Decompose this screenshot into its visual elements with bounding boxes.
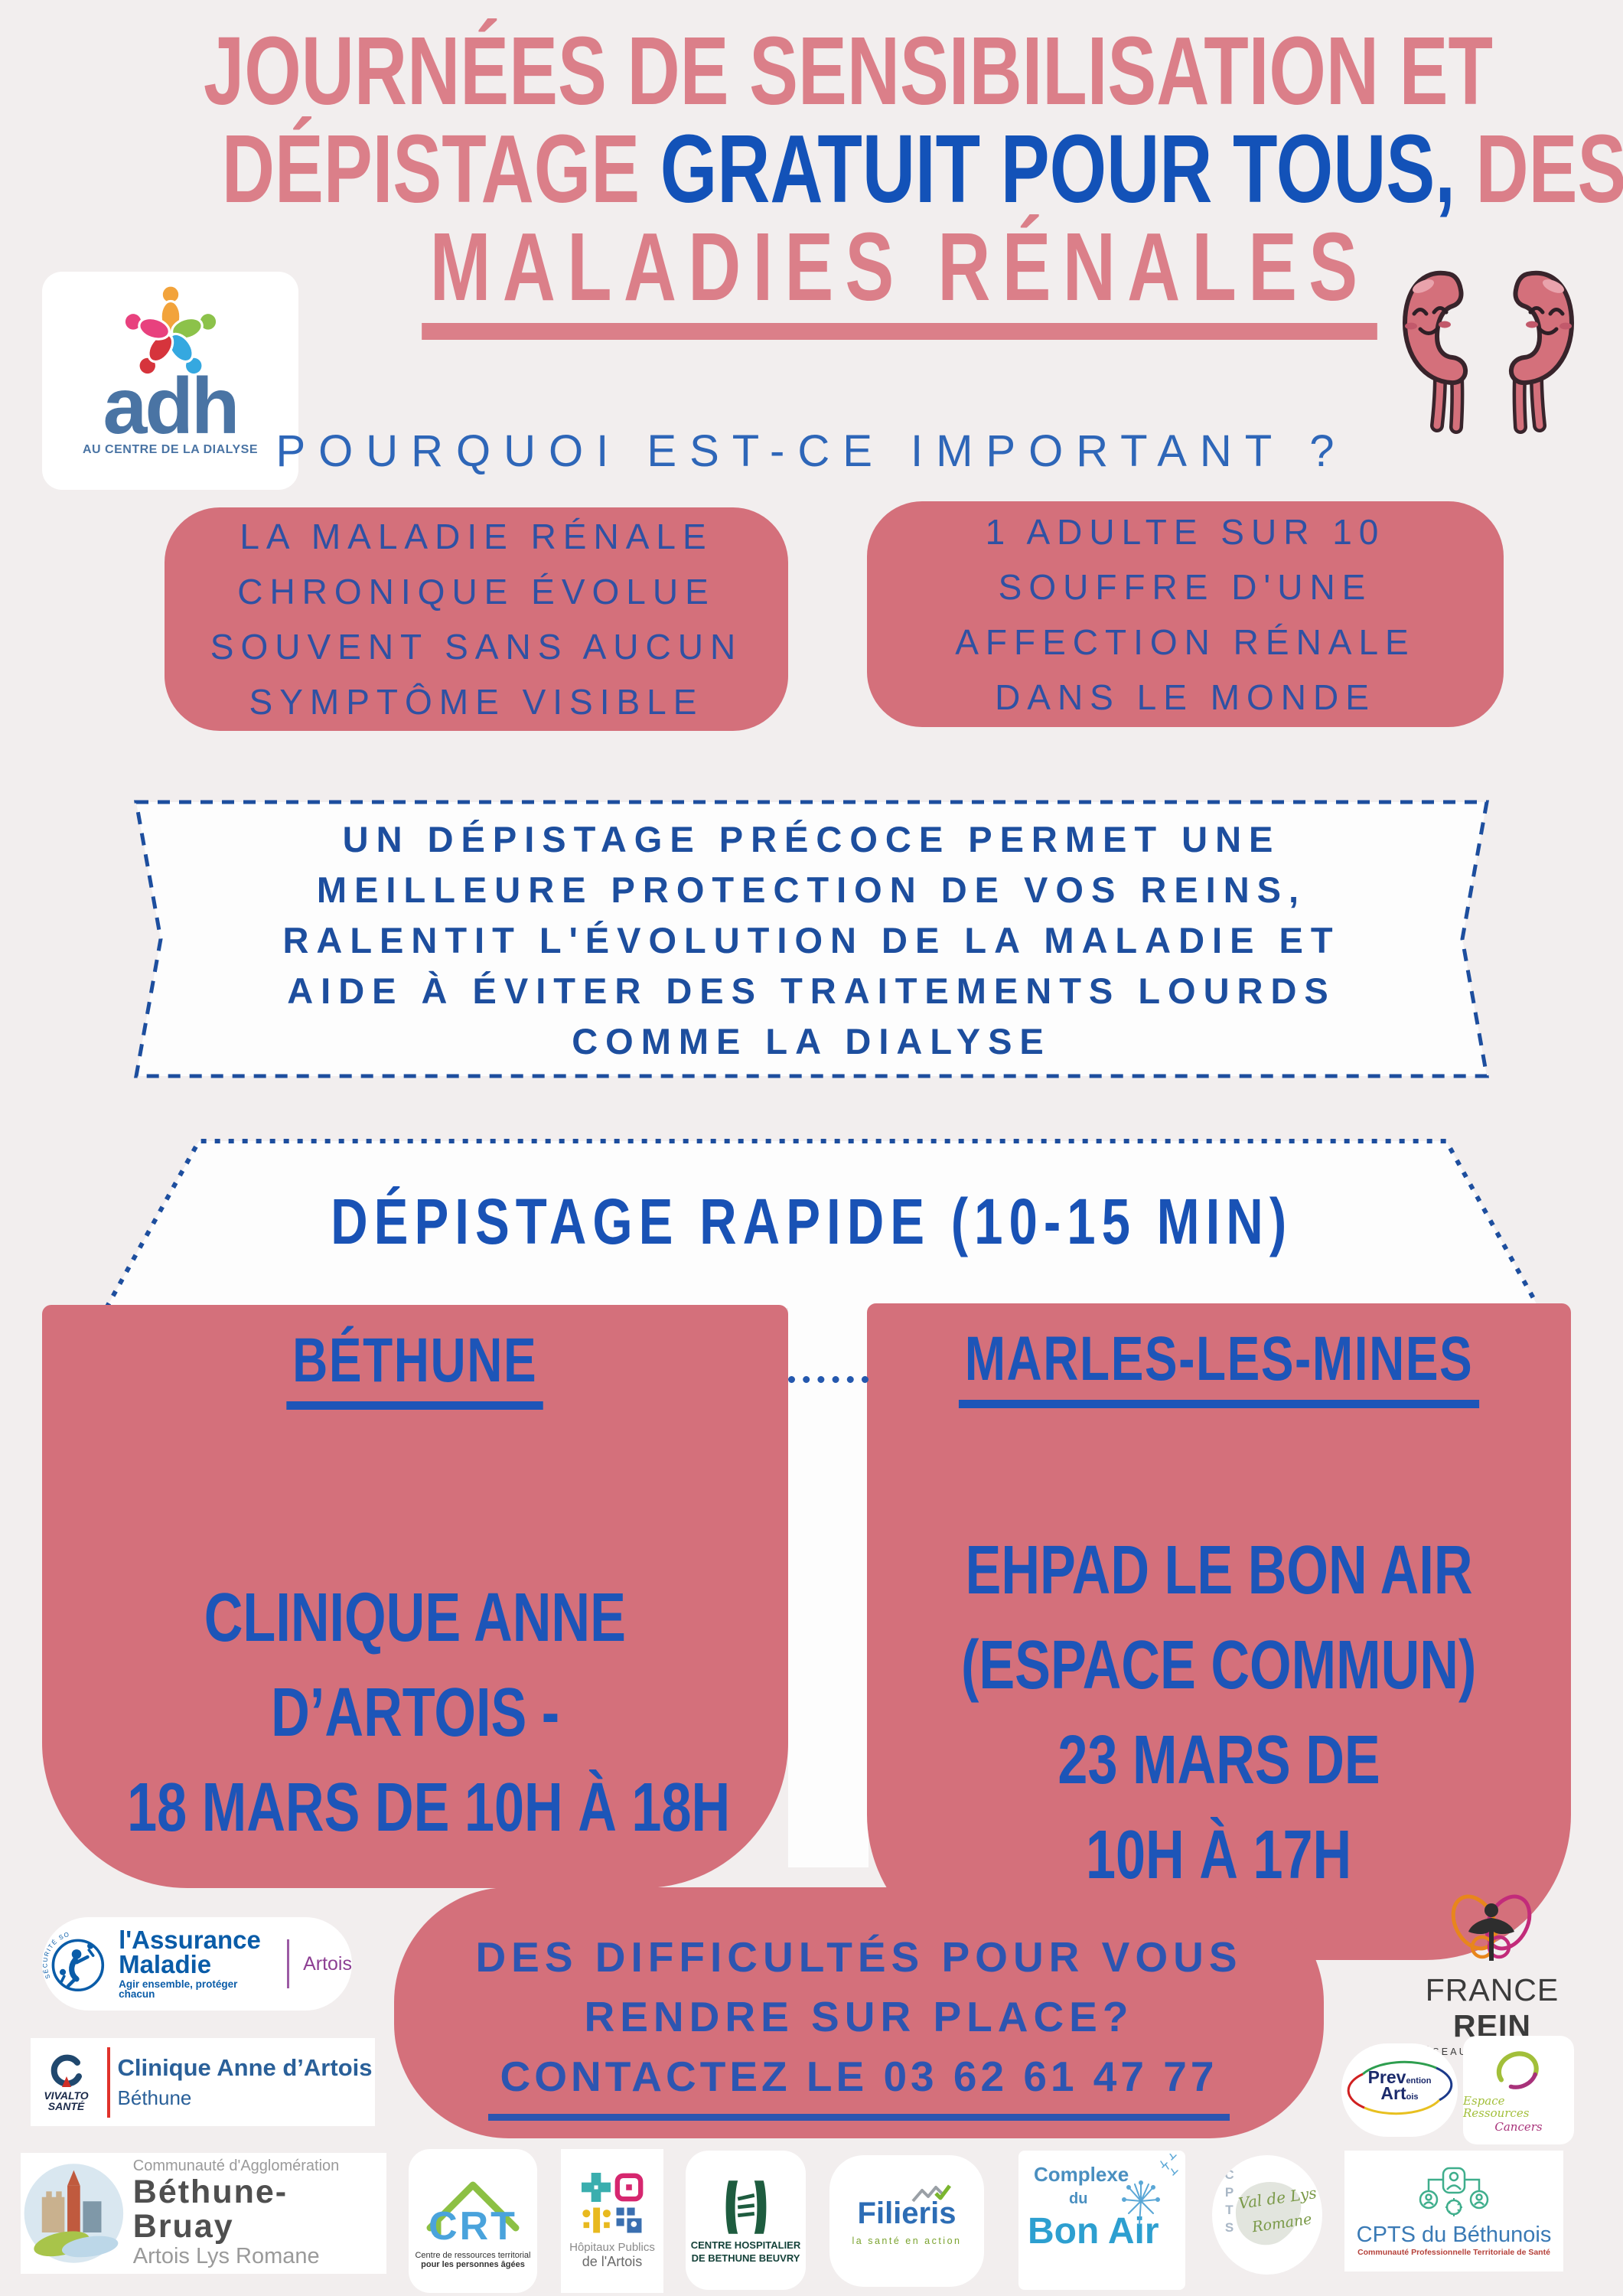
stylized-h-icon xyxy=(725,2180,766,2234)
fact-line: SOUVENT SANS AUCUN xyxy=(210,627,743,667)
hopitaux-publics-line1: Hôpitaux Publics xyxy=(569,2240,655,2254)
divider xyxy=(106,2047,110,2118)
assurance-maladie-name: l'Assurance xyxy=(119,1926,261,1955)
city-name: BÉTHUNE xyxy=(42,1326,788,1411)
cpts-acronym: CPTS xyxy=(1222,2167,1237,2238)
screening-heading: DÉPISTAGE RAPIDE (10-15 MIN) xyxy=(330,1186,1293,1257)
screening-trapezoid xyxy=(104,1139,1541,1309)
crt-logo: CRT Centre de ressources territorial pou… xyxy=(409,2149,537,2293)
bon-air-logo: Complexe du Bon Air xyxy=(1018,2151,1185,2290)
dotted-connector-line xyxy=(788,1376,869,1383)
france-rein-logo: FRANCE REIN RÉSEAU SOLIDAIRE EN ACTION xyxy=(1393,1890,1592,2068)
prevention-artois-name: Prevention Artois xyxy=(1367,2067,1432,2104)
center-white-strip xyxy=(788,1301,869,1867)
fact-box-one-in-ten: 1 ADULTE SUR 10 SOUFFRE D'UNE AFFECTION … xyxy=(867,501,1504,727)
mountain-check-icon xyxy=(911,2184,952,2202)
teal-cross-icon xyxy=(581,2172,611,2202)
fact-line: CHRONIQUE ÉVOLUE xyxy=(237,572,715,612)
vivalto-brand: VIVALTO xyxy=(44,2089,89,2102)
yellow-figure-icon xyxy=(582,2207,611,2232)
banner-text: UN DÉPISTAGE PRÉCOCE PERMET UNE MEILLEUR… xyxy=(282,819,1341,1062)
adh-logo-name: adh xyxy=(103,362,240,451)
france-rein-name: FRANCE REIN xyxy=(1425,1972,1559,2043)
centre-hospitalier-logo: CENTRE HOSPITALIER DE BETHUNE BEUVRY xyxy=(686,2151,806,2290)
espace-ressources-name: Espace Ressources xyxy=(1463,2093,1530,2120)
filieris-name: Filieris xyxy=(858,2184,956,2231)
title-line-2: DÉPISTAGE GRATUIT POUR TOUS, DES xyxy=(221,115,1623,223)
bethune-bruay-line3: Artois Lys Romane xyxy=(132,2244,320,2269)
fact-line: SYMPTÔME VISIBLE xyxy=(249,682,704,722)
crt-acronym: CRT xyxy=(429,2204,517,2249)
bon-air-line1: Complexe xyxy=(1034,2163,1129,2186)
espace-ressources-cancers: Cancers xyxy=(1494,2119,1543,2134)
people-network-icon xyxy=(1419,2167,1489,2216)
cpts-val-de-lys-logo: CPTS Val de Lys Romane xyxy=(1212,2155,1322,2275)
crt-house-icon xyxy=(426,2181,520,2238)
adh-people-circle-icon xyxy=(122,284,218,377)
early-screening-banner: UN DÉPISTAGE PRÉCOCE PERMET UNE MEILLEUR… xyxy=(129,794,1494,1084)
bon-air-name: Bon Air xyxy=(1028,2211,1159,2252)
pink-target-icon xyxy=(614,2173,643,2201)
location-box-marles: MARLES-LES-MINES EHPAD LE BON AIR (ESPAC… xyxy=(867,1303,1571,1960)
subtitle: POURQUOI EST-CE IMPORTANT ? xyxy=(275,426,1348,476)
crt-line1: Centre de ressources territorial xyxy=(415,2250,531,2260)
title-line-3: MALADIES RÉNALES xyxy=(176,219,1623,340)
contact-phone: CONTACTEZ LE 03 62 61 47 77 xyxy=(487,2047,1230,2121)
espace-ressources-swirl-icon xyxy=(1496,2050,1539,2089)
clinique-name: Clinique Anne d’Artois xyxy=(117,2054,373,2081)
fact-line: DANS LE MONDE xyxy=(995,677,1376,717)
bethune-bruay-line1: Communauté d'Agglomération xyxy=(132,2157,340,2174)
france-rein-heart-icon xyxy=(1451,1894,1532,1961)
fact-line: LA MALADIE RÉNALE xyxy=(240,517,713,556)
clinique-city: Béthune xyxy=(117,2086,192,2109)
prevention-artois-ellipse-icon xyxy=(1347,2060,1453,2115)
hopitaux-publics-logo: Hôpitaux Publics de l'Artois xyxy=(561,2149,663,2293)
contact-line: DES DIFFICULTÉS POUR VOUS xyxy=(475,1933,1243,1981)
location-box-bethune: BÉTHUNE CLINIQUE ANNE D’ARTOIS - 18 MARS… xyxy=(42,1305,788,1888)
location-details: EHPAD LE BON AIR (ESPACE COMMUN) 23 MARS… xyxy=(961,1532,1477,1894)
cpts-bethunois-logo: CPTS du Béthunois Communauté Professionn… xyxy=(1344,2151,1563,2272)
assurance-maladie-region: Artois xyxy=(303,1952,352,1975)
hopitaux-publics-line2: de l'Artois xyxy=(582,2253,643,2269)
filieris-tagline: la santé en action xyxy=(852,2235,962,2246)
fact-line: AFFECTION RÉNALE xyxy=(955,621,1416,662)
fact-box-chronic-disease: LA MALADIE RÉNALE CHRONIQUE ÉVOLUE SOUVE… xyxy=(165,507,788,731)
contact-line: RENDRE SUR PLACE? xyxy=(584,1993,1134,2040)
map-blob xyxy=(1235,2182,1302,2245)
assurance-maladie-logo: SÉCURITÉ SOCIALE l'Assurance Maladie Agi… xyxy=(42,1917,352,2011)
dashed-ribbon-border xyxy=(134,800,1489,1078)
fact-line: SOUFFRE D'UNE xyxy=(998,566,1373,607)
city-name: MARLES-LES-MINES xyxy=(867,1324,1571,1409)
title-line-1: JOURNÉES DE SENSIBILISATION ET xyxy=(204,17,1493,125)
crt-line2: pour les personnes âgées xyxy=(421,2259,525,2269)
fact-line: 1 ADULTE SUR 10 xyxy=(985,511,1386,552)
adh-logo: adh AU CENTRE DE LA DIALYSE xyxy=(42,272,298,490)
adh-logo-tagline: AU CENTRE DE LA DIALYSE xyxy=(82,443,258,457)
vivalto-icon xyxy=(51,2054,82,2087)
bon-air-line2: du xyxy=(1069,2190,1088,2207)
prevention-artois-logo: Prevention Artois xyxy=(1341,2043,1458,2137)
centre-hospitalier-line1: CENTRE HOSPITALIER xyxy=(690,2239,801,2252)
bethune-bruay-name: Béthune-Bruay xyxy=(132,2173,288,2245)
cpts-bethunois-tagline: Communauté Professionnelle Territoriale … xyxy=(1357,2247,1550,2257)
bethune-bruay-icon xyxy=(24,2164,124,2263)
centre-hospitalier-line2: DE BETHUNE BEUVRY xyxy=(691,2252,800,2264)
filieris-logo: Filieris la santé en action xyxy=(829,2155,984,2287)
cpts-bethunois-name: CPTS du Béthunois xyxy=(1356,2222,1552,2247)
assurance-maladie-tagline: Agir ensemble, protéger chacun xyxy=(119,1978,238,2000)
bethune-bruay-logo: Communauté d'Agglomération Béthune-Bruay… xyxy=(21,2153,386,2274)
divider xyxy=(287,1939,290,1988)
clinique-anne-dartois-logo: VIVALTO SANTÉ Clinique Anne d’Artois Bét… xyxy=(31,2038,375,2126)
contact-box: DES DIFFICULTÉS POUR VOUS RENDRE SUR PLA… xyxy=(394,1887,1324,2138)
assurance-maladie-icon: SÉCURITÉ SOCIALE xyxy=(42,1929,105,1992)
espace-ressources-cancers-logo: Espace Ressources Cancers xyxy=(1463,2036,1574,2144)
blue-pixels-icon xyxy=(616,2207,641,2232)
dandelion-icon xyxy=(1122,2154,1178,2225)
location-details: CLINIQUE ANNE D’ARTOIS - 18 MARS DE 10H … xyxy=(127,1580,731,1847)
kidneys-illustration xyxy=(1385,259,1592,439)
